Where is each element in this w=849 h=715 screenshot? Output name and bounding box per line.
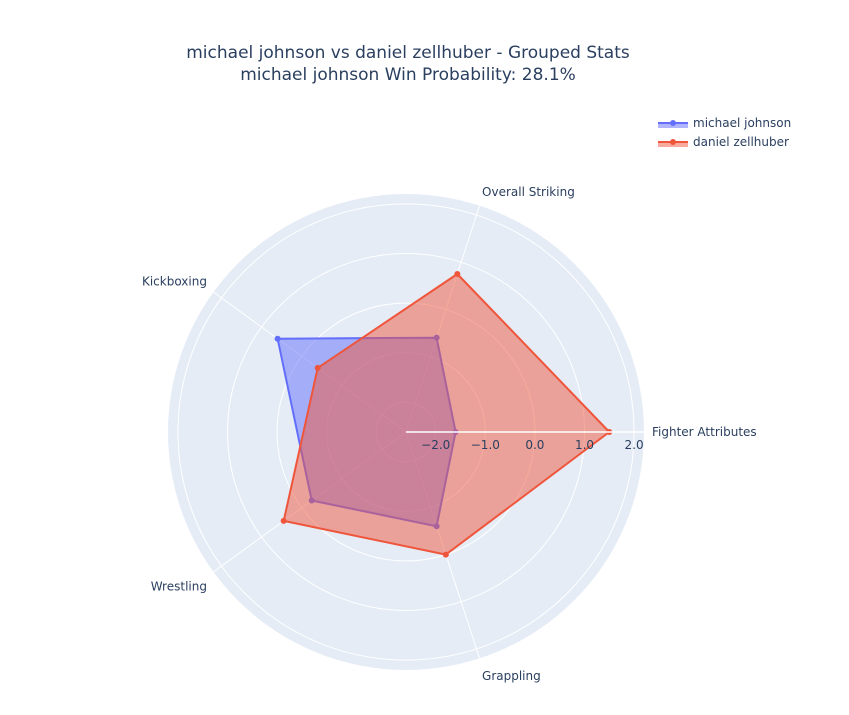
angular-axis-label: Wrestling — [151, 580, 207, 594]
legend[interactable]: michael johnson daniel zellhuber — [658, 116, 791, 149]
angular-axis-label: Kickboxing — [142, 274, 207, 288]
radial-tick-label: −2.0 — [421, 438, 450, 452]
legend-item-michael-johnson[interactable]: michael johnson — [658, 116, 791, 130]
legend-marker-icon — [670, 120, 676, 126]
data-point[interactable] — [280, 517, 287, 524]
series-layer — [274, 271, 613, 558]
radial-ticks: −2.0 −1.0 0.0 1.0 2.0 — [406, 431, 644, 452]
data-point[interactable] — [454, 271, 461, 278]
angular-axis-label: Grappling — [482, 669, 541, 683]
angular-axis-labels: Fighter Attributes Overall Striking Kickbo… — [142, 185, 757, 683]
legend-label: michael johnson — [693, 116, 791, 130]
radial-tick-label: −1.0 — [471, 438, 500, 452]
radial-tick-label: 0.0 — [525, 438, 544, 452]
chart-subtitle: michael johnson Win Probability: 28.1% — [240, 65, 576, 85]
series-area — [282, 273, 611, 556]
data-point[interactable] — [442, 551, 449, 558]
radial-tick-label: 1.0 — [575, 438, 594, 452]
legend-marker-icon — [670, 139, 676, 145]
angular-axis-label: Fighter Attributes — [652, 425, 757, 439]
series-daniel-zellhuber — [280, 271, 613, 558]
radial-tick-label: 2.0 — [625, 438, 644, 452]
angular-axis-label: Overall Striking — [482, 185, 575, 199]
legend-item-daniel-zellhuber[interactable]: daniel zellhuber — [658, 135, 789, 149]
chart-title: michael johnson vs daniel zellhuber - Gr… — [186, 43, 630, 63]
legend-label: daniel zellhuber — [693, 135, 789, 149]
data-point[interactable] — [274, 335, 281, 342]
data-point[interactable] — [314, 364, 321, 371]
